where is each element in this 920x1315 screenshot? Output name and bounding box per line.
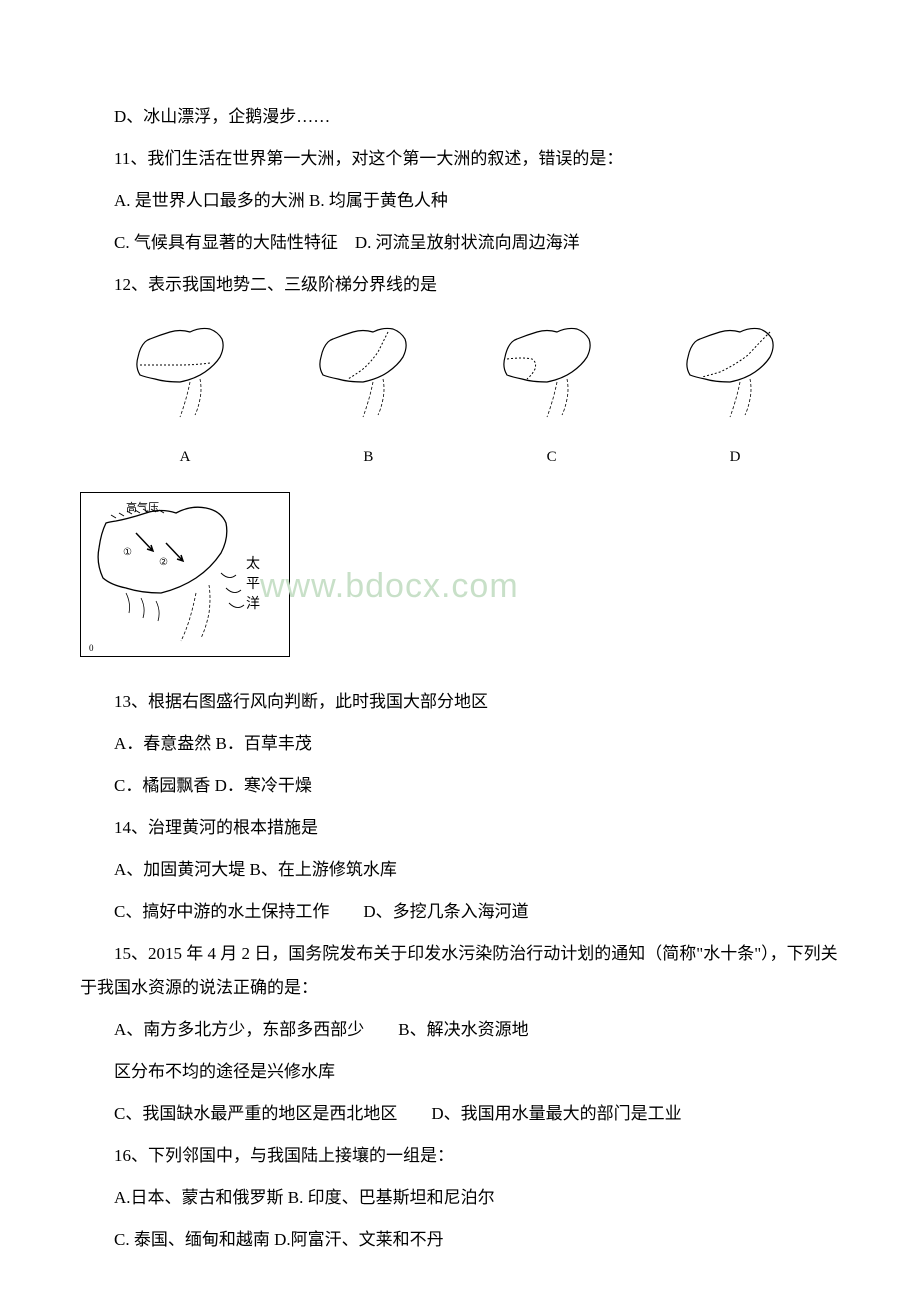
map-label-b: B bbox=[363, 442, 373, 472]
question-11-options-ab: A. 是世界人口最多的大洲 B. 均属于黄色人种 bbox=[80, 184, 840, 218]
question-16-options-cd: C. 泰国、缅甸和越南 D.阿富汗、文莱和不丹 bbox=[80, 1223, 840, 1257]
svg-text:①: ① bbox=[123, 547, 132, 558]
question-13-stem: 13、根据右图盛行风向判断，此时我国大部分地区 bbox=[80, 685, 840, 719]
question-15-options-cd: C、我国缺水最严重的地区是西北地区 D、我国用水量最大的部门是工业 bbox=[80, 1097, 840, 1131]
pacific-ocean-label-3: 洋 bbox=[246, 596, 260, 612]
map-label-a: A bbox=[180, 442, 191, 472]
question-11-stem: 11、我们生活在世界第一大洲，对这个第一大洲的叙述，错误的是： bbox=[80, 142, 840, 176]
china-outline-map-a bbox=[110, 317, 260, 437]
china-outline-map-d bbox=[660, 317, 810, 437]
question-12-stem: 12、表示我国地势二、三级阶梯分界线的是 bbox=[80, 268, 840, 302]
high-pressure-label: 高气压 bbox=[126, 500, 159, 514]
pacific-ocean-label-2: 平 bbox=[246, 577, 260, 592]
question-11-options-cd: C. 气候具有显著的大陆性特征 D. 河流呈放射状流向周边海洋 bbox=[80, 226, 840, 260]
question-16-options-ab: A.日本、蒙古和俄罗斯 B. 印度、巴基斯坦和尼泊尔 bbox=[80, 1181, 840, 1215]
map-option-a: A bbox=[110, 317, 260, 472]
watermark-text: www.bdocx.com bbox=[260, 552, 519, 620]
map-label-c: C bbox=[547, 442, 557, 472]
wind-direction-map: 高气压 ① ② 太 平 洋 0 bbox=[80, 492, 290, 657]
question-14-options-cd: C、搞好中游的水土保持工作 D、多挖几条入海河道 bbox=[80, 895, 840, 929]
china-outline-map-b bbox=[293, 317, 443, 437]
question-15-options-ab: A、南方多北方少，东部多西部少 B、解决水资源地 bbox=[80, 1013, 840, 1047]
map-option-b: B bbox=[293, 317, 443, 472]
question-16-stem: 16、下列邻国中，与我国陆上接壤的一组是： bbox=[80, 1139, 840, 1173]
question-13-options-cd: C．橘园飘香 D．寒冷干燥 bbox=[80, 769, 840, 803]
pacific-ocean-label-1: 太 bbox=[246, 556, 260, 572]
question-13-options-ab: A．春意盎然 B．百草丰茂 bbox=[80, 727, 840, 761]
map-label-d: D bbox=[730, 442, 741, 472]
svg-text:0: 0 bbox=[89, 643, 94, 653]
question-15-options-continue: 区分布不均的途径是兴修水库 bbox=[80, 1055, 840, 1089]
china-maps-row: A B C D bbox=[80, 317, 840, 472]
map-option-c: C bbox=[477, 317, 627, 472]
wind-map-wrapper: 高气压 ① ② 太 平 洋 0 www.bdocx.com bbox=[80, 492, 840, 670]
question-14-stem: 14、治理黄河的根本措施是 bbox=[80, 811, 840, 845]
svg-text:②: ② bbox=[159, 557, 168, 568]
question-14-options-ab: A、加固黄河大堤 B、在上游修筑水库 bbox=[80, 853, 840, 887]
china-outline-map-c bbox=[477, 317, 627, 437]
question-15-stem: 15、2015 年 4 月 2 日，国务院发布关于印发水污染防治行动计划的通知（… bbox=[80, 937, 840, 1005]
option-d-text: D、冰山漂浮，企鹅漫步…… bbox=[80, 100, 840, 134]
map-option-d: D bbox=[660, 317, 810, 472]
